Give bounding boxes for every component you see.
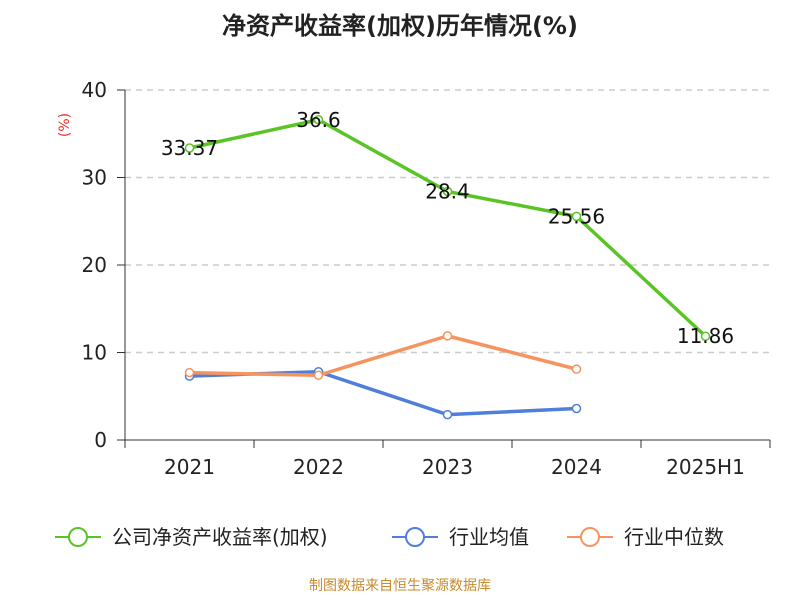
series-line <box>187 334 579 377</box>
series-layer <box>184 115 711 420</box>
data-label: 36.6 <box>296 108 341 132</box>
y-axis-label: (%) <box>57 113 73 137</box>
y-tick-label: 40 <box>82 78 107 102</box>
x-tick-label: 2023 <box>422 455 473 479</box>
x-tick-label: 2021 <box>164 455 215 479</box>
data-point <box>184 143 195 153</box>
data-label: 11.86 <box>677 324 734 348</box>
legend-label: 行业均值 <box>449 525 529 549</box>
y-tick-label: 30 <box>82 166 107 190</box>
data-point <box>571 364 582 374</box>
x-tick-label: 2025H1 <box>666 455 745 479</box>
x-tick-label: 2022 <box>293 455 344 479</box>
legend: 公司净资产收益率(加权) 行业均值 行业中位数 <box>55 525 724 549</box>
data-point <box>313 370 324 380</box>
chart-title: 净资产收益率(加权)历年情况(%) <box>222 12 578 40</box>
series-line <box>187 118 708 338</box>
data-point <box>700 331 711 341</box>
data-point <box>313 115 324 125</box>
data-label: 25.56 <box>548 204 605 228</box>
y-tick-label: 10 <box>82 341 107 365</box>
source-note: 制图数据来自恒生聚源数据库 <box>309 578 491 594</box>
y-tick-label: 20 <box>82 253 107 277</box>
axis-layer: 0 10 20 30 40 2021 2022 2023 2024 2025H1 <box>82 78 771 479</box>
legend-label: 行业中位数 <box>624 525 724 549</box>
data-label: 33.37 <box>161 136 218 160</box>
x-tick-label: 2024 <box>551 455 602 479</box>
legend-label: 公司净资产收益率(加权) <box>112 525 328 549</box>
legend-marker <box>580 527 600 547</box>
data-label-layer: 33.37 36.6 28.4 25.56 11.86 <box>161 108 734 348</box>
data-point <box>184 367 195 378</box>
data-point <box>442 409 453 420</box>
data-point <box>442 331 453 341</box>
data-label: 28.4 <box>425 180 470 204</box>
y-tick-label: 0 <box>94 428 107 452</box>
grid-layer <box>125 89 770 354</box>
legend-marker <box>405 527 425 547</box>
legend-marker <box>68 527 88 547</box>
series-line <box>187 370 579 417</box>
data-point <box>442 186 453 197</box>
data-point <box>571 403 582 414</box>
data-point <box>571 211 582 222</box>
